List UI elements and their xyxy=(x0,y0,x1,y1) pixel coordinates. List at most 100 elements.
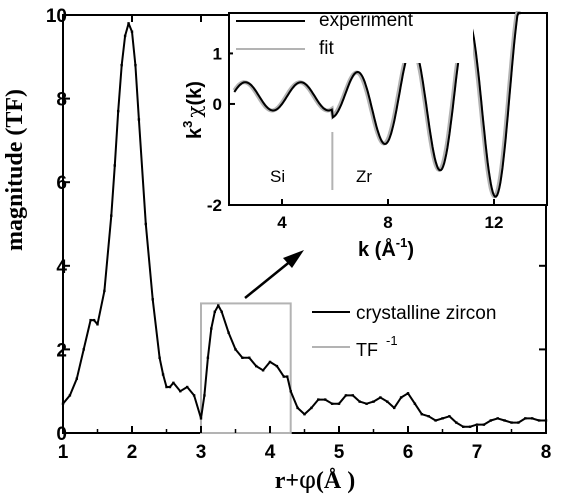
inset-axis-ticks xyxy=(229,52,495,206)
series-point-crystalline-zircon xyxy=(351,394,354,397)
inset-y-title-k: k xyxy=(184,127,206,139)
inset-y-axis-title: k3 χ(k) xyxy=(180,81,206,139)
series-point-crystalline-zircon xyxy=(213,310,216,313)
series-point-crystalline-zircon xyxy=(203,394,206,397)
series-point-crystalline-zircon xyxy=(286,375,289,378)
inset-y-title-sup: 3 xyxy=(180,121,195,128)
main-y-tick-label: 4 xyxy=(56,257,67,278)
main-y-tick-label: 2 xyxy=(56,340,67,361)
series-point-crystalline-zircon xyxy=(413,402,417,405)
series-point-crystalline-zircon xyxy=(110,214,113,217)
legend-label-crystalline-zircon: crystalline zircon xyxy=(356,303,496,324)
series-point-crystalline-zircon xyxy=(524,417,527,420)
series-point-crystalline-zircon xyxy=(434,419,437,422)
series-point-crystalline-zircon xyxy=(406,392,410,395)
series-points-crystalline-zircon xyxy=(61,22,548,428)
series-point-crystalline-zircon xyxy=(130,30,134,33)
series-point-crystalline-zircon xyxy=(393,406,396,410)
series-point-crystalline-zircon xyxy=(199,417,203,420)
series-point-crystalline-zircon xyxy=(510,421,513,424)
series-point-crystalline-zircon xyxy=(337,402,341,405)
series-point-crystalline-zircon xyxy=(537,419,541,422)
series-point-crystalline-zircon xyxy=(330,402,334,405)
inset-x-title-sup: -1 xyxy=(396,235,408,250)
series-point-crystalline-zircon xyxy=(179,390,182,393)
main-x-tick-label: 4 xyxy=(265,442,276,463)
x-title-phi: φ xyxy=(299,466,316,494)
main-y-tick-label: 0 xyxy=(56,424,67,445)
series-point-crystalline-zircon xyxy=(365,402,368,405)
series-point-crystalline-zircon xyxy=(468,425,472,428)
series-point-crystalline-zircon xyxy=(441,417,444,420)
x-title-unit: (Å ) xyxy=(316,468,355,494)
series-point-crystalline-zircon xyxy=(531,417,534,420)
x-title-r: r+ xyxy=(275,468,299,494)
series-point-crystalline-zircon xyxy=(344,394,348,397)
legend-label-fit: fit xyxy=(319,38,335,59)
series-line-crystalline-zircon xyxy=(62,22,546,428)
inset-x-tick-label: 4 xyxy=(277,213,287,232)
tf-window-box xyxy=(200,302,292,435)
series-point-crystalline-zircon xyxy=(248,356,251,359)
inset-y-title-arg: (k) xyxy=(184,81,206,105)
series-point-crystalline-zircon xyxy=(144,222,147,226)
series-point-crystalline-zircon xyxy=(165,385,168,389)
series-point-crystalline-zircon xyxy=(168,385,172,389)
inset-y-title-chi: χ xyxy=(182,105,206,117)
series-point-crystalline-zircon xyxy=(496,417,499,420)
inset-x-tick-label: 8 xyxy=(383,213,392,232)
series-point-crystalline-zircon xyxy=(75,377,78,380)
series-point-crystalline-zircon xyxy=(275,364,279,368)
main-x-tick-label: 2 xyxy=(127,442,138,463)
series-point-crystalline-zircon xyxy=(158,356,161,359)
series-point-crystalline-zircon xyxy=(303,412,306,416)
series-point-crystalline-zircon xyxy=(310,406,313,410)
legend-tf-text: TF xyxy=(356,340,378,360)
series-point-crystalline-zircon xyxy=(151,298,154,301)
series-point-crystalline-zircon xyxy=(455,421,458,424)
legend-tf-superscript: -1 xyxy=(386,333,398,348)
legend-label-tf-inverse: TF -1 xyxy=(356,333,398,360)
region-label-si: Si xyxy=(270,167,285,186)
inset-x-title-close: ) xyxy=(407,239,414,261)
series-point-crystalline-zircon xyxy=(210,327,213,330)
legend-label-experiment: experiment xyxy=(319,10,414,31)
inset-y-tick-label: 0 xyxy=(213,95,222,114)
series-point-crystalline-zircon xyxy=(227,331,230,334)
series-point-crystalline-zircon xyxy=(261,369,265,372)
series-point-crystalline-zircon xyxy=(503,419,506,422)
inset-pointer-arrow xyxy=(244,250,304,299)
series-point-crystalline-zircon xyxy=(448,415,451,418)
main-y-tick-label: 8 xyxy=(56,90,67,111)
series-point-crystalline-zircon xyxy=(123,34,127,38)
inset-tick-labels: 4 8 12 1 0 -2 xyxy=(207,44,504,232)
main-x-axis-title: r+φ(Å ) xyxy=(275,466,355,494)
series-point-crystalline-zircon xyxy=(358,400,361,403)
series-point-crystalline-zircon xyxy=(127,22,130,25)
series-point-crystalline-zircon xyxy=(372,400,375,403)
series-point-crystalline-zircon xyxy=(161,373,165,376)
series-point-crystalline-zircon xyxy=(386,400,389,403)
series-point-crystalline-zircon xyxy=(61,402,65,405)
series-point-crystalline-zircon xyxy=(255,364,258,368)
main-x-tick-label: 3 xyxy=(196,442,207,463)
series-point-crystalline-zircon xyxy=(220,310,223,313)
series-point-crystalline-zircon xyxy=(120,63,123,67)
series-point-crystalline-zircon xyxy=(241,356,244,359)
main-legend: crystalline zircon TF -1 xyxy=(312,303,496,360)
series-point-crystalline-zircon xyxy=(206,356,210,359)
series-point-crystalline-zircon xyxy=(462,425,465,428)
series-point-crystalline-zircon xyxy=(379,396,382,399)
series-point-crystalline-zircon xyxy=(268,360,272,364)
series-point-crystalline-zircon xyxy=(68,394,72,397)
series-point-crystalline-zircon xyxy=(544,419,548,422)
series-point-crystalline-zircon xyxy=(475,423,479,426)
main-x-tick-label: 5 xyxy=(334,442,345,463)
series-point-crystalline-zircon xyxy=(96,323,99,326)
series-point-crystalline-zircon xyxy=(296,406,299,410)
series-point-crystalline-zircon xyxy=(92,318,96,322)
series-point-crystalline-zircon xyxy=(289,390,292,393)
